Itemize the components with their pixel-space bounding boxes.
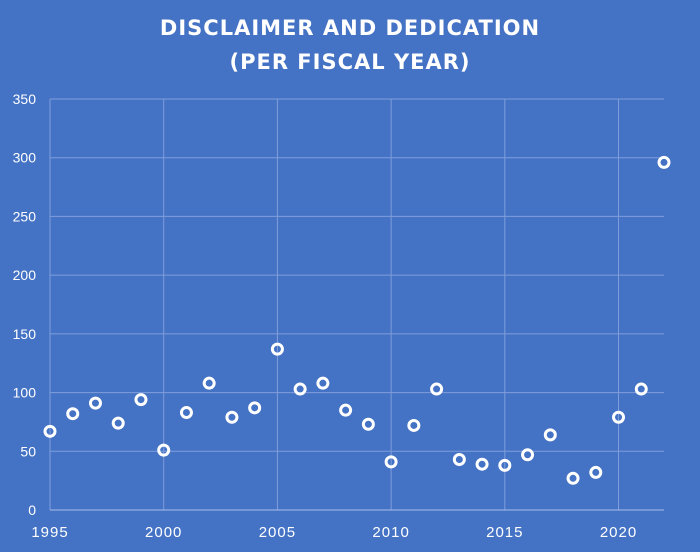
data-point (90, 398, 100, 408)
data-point (432, 384, 442, 394)
data-point (181, 408, 191, 418)
y-tick-label: 200 (13, 267, 37, 283)
y-tick-label: 100 (13, 385, 37, 401)
x-tick-label: 2015 (486, 524, 523, 541)
x-tick-label: 2020 (600, 524, 637, 541)
y-tick-label: 0 (28, 502, 36, 518)
data-point (68, 409, 78, 419)
y-tick-label: 250 (13, 208, 37, 224)
y-tick-label: 300 (13, 150, 37, 166)
data-point (204, 378, 214, 388)
y-tick-label: 150 (13, 326, 37, 342)
data-point (227, 412, 237, 422)
data-point (136, 395, 146, 405)
x-tick-label: 2010 (372, 524, 409, 541)
data-point (295, 384, 305, 394)
data-point (659, 157, 669, 167)
x-tick-label: 2000 (145, 524, 182, 541)
scatter-chart: 0 50 100 150 200 250 300 350 1995 2000 2005 2010 201… (0, 0, 700, 552)
data-point (454, 455, 464, 465)
data-point (341, 405, 351, 415)
data-point (409, 420, 419, 430)
data-point (523, 450, 533, 460)
data-point (636, 384, 646, 394)
data-point (250, 403, 260, 413)
y-tick-label: 350 (13, 91, 37, 107)
x-tick-label: 1995 (31, 524, 68, 541)
data-point (477, 459, 487, 469)
data-point (318, 378, 328, 388)
data-point (568, 473, 578, 483)
data-point (545, 430, 555, 440)
x-tick-label: 2005 (259, 524, 296, 541)
data-point (363, 419, 373, 429)
y-tick-label: 50 (20, 443, 36, 459)
data-point (591, 467, 601, 477)
data-point (113, 418, 123, 428)
